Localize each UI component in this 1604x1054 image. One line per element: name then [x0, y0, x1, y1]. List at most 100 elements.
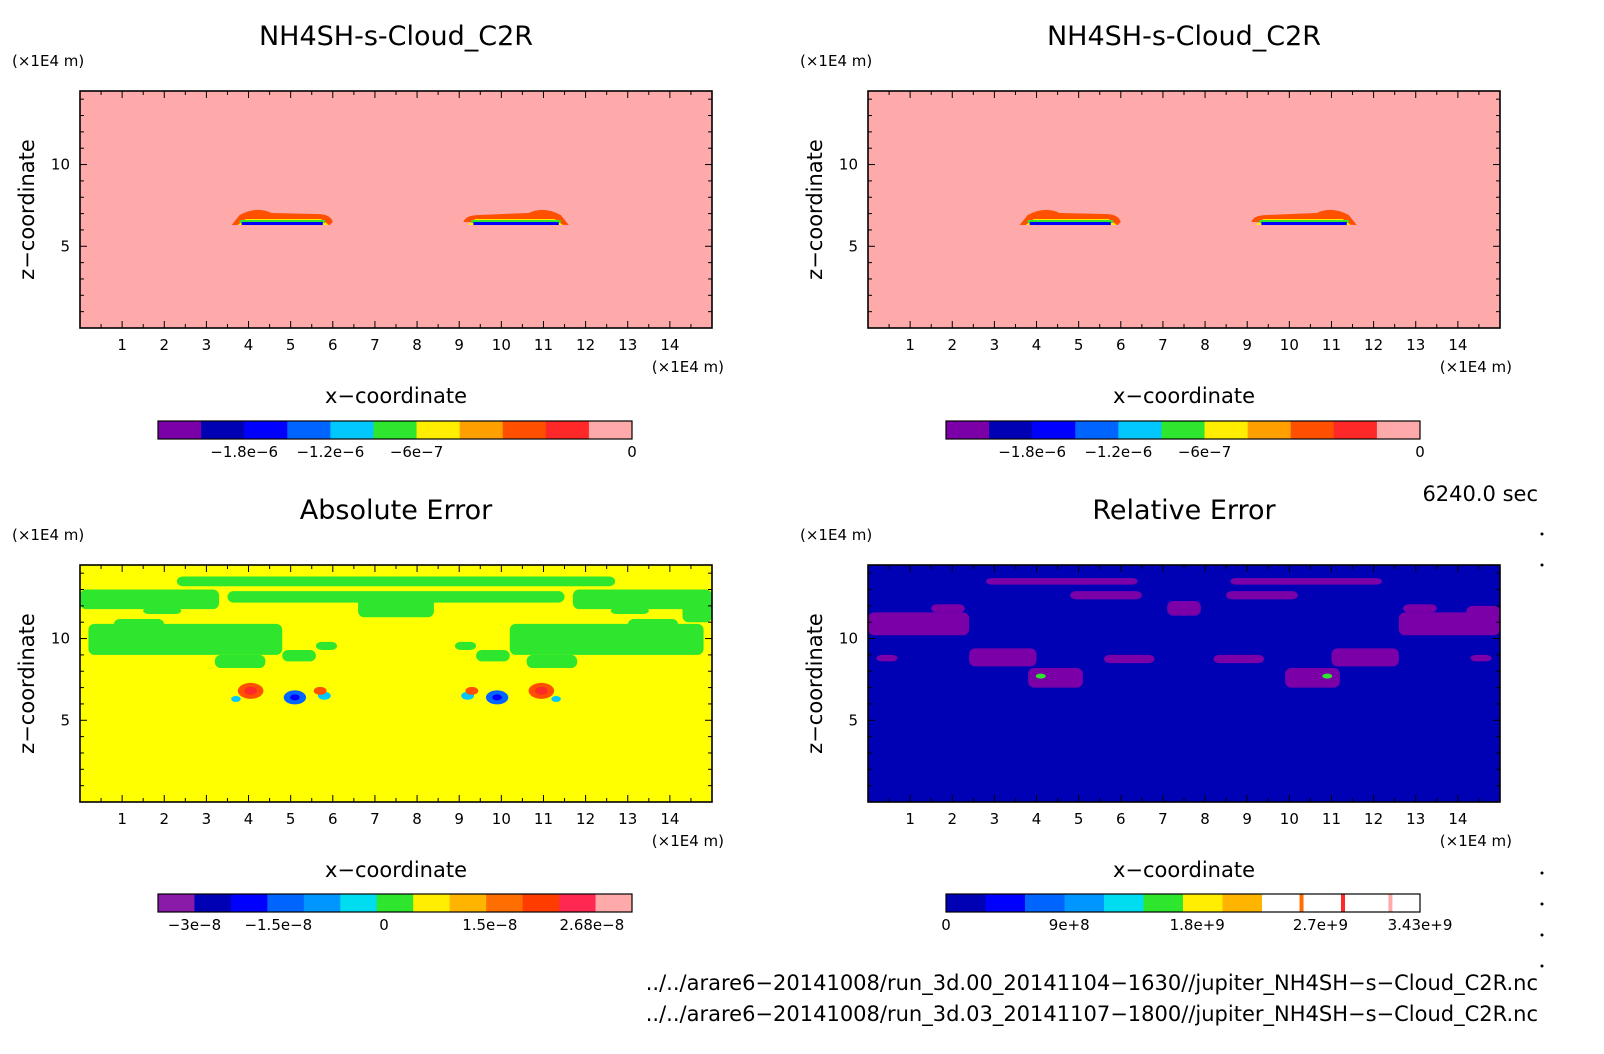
cloud-base — [241, 222, 323, 226]
y-tick-label: 5 — [848, 237, 858, 255]
colorbar-label: 0 — [627, 443, 637, 461]
x-tick-label: 6 — [328, 336, 338, 354]
field-patch — [214, 654, 266, 668]
colorbar-swatch — [946, 894, 986, 912]
x-tick-label: 9 — [454, 336, 464, 354]
cloud-layer — [1259, 220, 1349, 224]
colorbar-swatch — [1075, 421, 1119, 439]
y-axis-label: z−coordinate — [15, 613, 39, 754]
x-tick-label: 12 — [576, 810, 595, 828]
colorbar-swatch — [267, 894, 305, 912]
colorbar-label: −6e−7 — [390, 443, 443, 461]
x-tick-label: 10 — [1280, 336, 1299, 354]
colorbar-swatch — [1064, 894, 1105, 912]
x-tick-label: 14 — [1448, 336, 1467, 354]
field-patch — [1230, 578, 1383, 585]
field-spot — [1322, 673, 1333, 679]
colorbar: −3e−8 −1.5e−8 0 1.5e−8 2.68e−8 — [157, 893, 633, 934]
colorbar-swatch — [1333, 421, 1378, 439]
x-tick-label: 8 — [1200, 810, 1210, 828]
edge-dot — [1540, 532, 1544, 536]
colorbar-marker — [1299, 894, 1304, 912]
colorbar-swatch — [985, 894, 1026, 912]
colorbar-swatch — [595, 894, 633, 912]
x-axis-unit: (×1E4 m) — [652, 832, 724, 850]
colorbar-swatch — [244, 421, 288, 439]
field-patch — [1103, 654, 1155, 664]
time-label: 6240.0 sec — [1422, 482, 1538, 506]
x-axis-label: x−coordinate — [1113, 384, 1255, 408]
x-tick-label: 10 — [1280, 810, 1299, 828]
x-tick-label: 3 — [202, 336, 212, 354]
x-tick-label: 13 — [618, 336, 637, 354]
colorbar: −1.8e−6 −1.2e−6 −6e−7 0 — [945, 420, 1425, 461]
field-patch — [1466, 605, 1500, 619]
field-patch — [176, 576, 616, 587]
plot-area — [868, 91, 1500, 328]
field-patch — [969, 648, 1037, 667]
field-patch — [1403, 604, 1437, 613]
edge-dot — [1540, 964, 1544, 968]
x-tick-label: 3 — [990, 810, 1000, 828]
x-tick-label: 2 — [947, 336, 957, 354]
colorbar-frame — [945, 893, 1421, 913]
cloud-layer — [239, 220, 325, 224]
edge-dot — [1540, 563, 1544, 567]
x-tick-label: 10 — [492, 810, 511, 828]
colorbar-swatch — [1262, 894, 1302, 912]
colorbar-swatch — [1376, 421, 1421, 439]
plot-area — [868, 565, 1500, 802]
x-tick-label: 4 — [244, 810, 254, 828]
x-tick-label: 13 — [1406, 810, 1425, 828]
panel-cloud-right: 1 2 3 4 5 6 7 8 9 10 11 12 13 14510NH4SH-s-Cloud_C2R(… — [800, 21, 1512, 461]
colorbar-swatch — [1032, 421, 1076, 439]
cloud-base — [1029, 222, 1111, 226]
field-patch — [1167, 600, 1201, 616]
y-tick-label: 10 — [839, 156, 858, 174]
colorbar-swatch — [1222, 894, 1263, 912]
x-tick-label: 7 — [1158, 336, 1168, 354]
edge-dot — [1540, 902, 1544, 906]
x-axis-unit: (×1E4 m) — [1440, 358, 1512, 376]
y-axis-unit: (×1E4 m) — [12, 526, 84, 544]
x-tick-label: 4 — [1032, 336, 1042, 354]
colorbar-label: 0 — [1415, 443, 1425, 461]
field-patch — [1070, 591, 1142, 600]
colorbar-swatch — [459, 421, 504, 439]
field-patch — [1470, 654, 1492, 662]
colorbar-swatch — [201, 421, 245, 439]
colorbar-label: 2.7e+9 — [1293, 916, 1348, 934]
colorbar-label: −1.5e−8 — [244, 916, 312, 934]
y-tick-label: 5 — [60, 237, 70, 255]
colorbar-swatch — [330, 421, 374, 439]
x-tick-label: 5 — [286, 336, 296, 354]
x-tick-label: 13 — [1406, 336, 1425, 354]
field-patch — [1028, 667, 1083, 688]
plot-area — [80, 565, 712, 802]
field-background — [868, 91, 1500, 328]
x-tick-label: 4 — [244, 336, 254, 354]
field-spot — [534, 686, 548, 695]
field-patch — [627, 618, 679, 633]
x-tick-label: 6 — [1116, 336, 1126, 354]
field-patch — [282, 649, 316, 662]
x-tick-label: 7 — [370, 336, 380, 354]
cloud-layer — [471, 220, 561, 224]
colorbar-label: −1.2e−6 — [1084, 443, 1152, 461]
x-tick-label: 11 — [534, 336, 553, 354]
colorbar-swatch — [416, 421, 461, 439]
field-background — [80, 91, 712, 328]
colorbar-label: −1.8e−6 — [210, 443, 278, 461]
cloud-base — [1261, 222, 1347, 226]
colorbar-swatch — [287, 421, 331, 439]
x-tick-label: 11 — [1322, 810, 1341, 828]
x-tick-label: 8 — [412, 810, 422, 828]
colorbar-swatch — [303, 894, 341, 912]
field-patch — [931, 604, 965, 613]
colorbar-swatch — [194, 894, 232, 912]
colorbar-swatch — [1025, 894, 1065, 912]
x-tick-label: 1 — [905, 810, 915, 828]
y-tick-label: 10 — [839, 630, 858, 648]
